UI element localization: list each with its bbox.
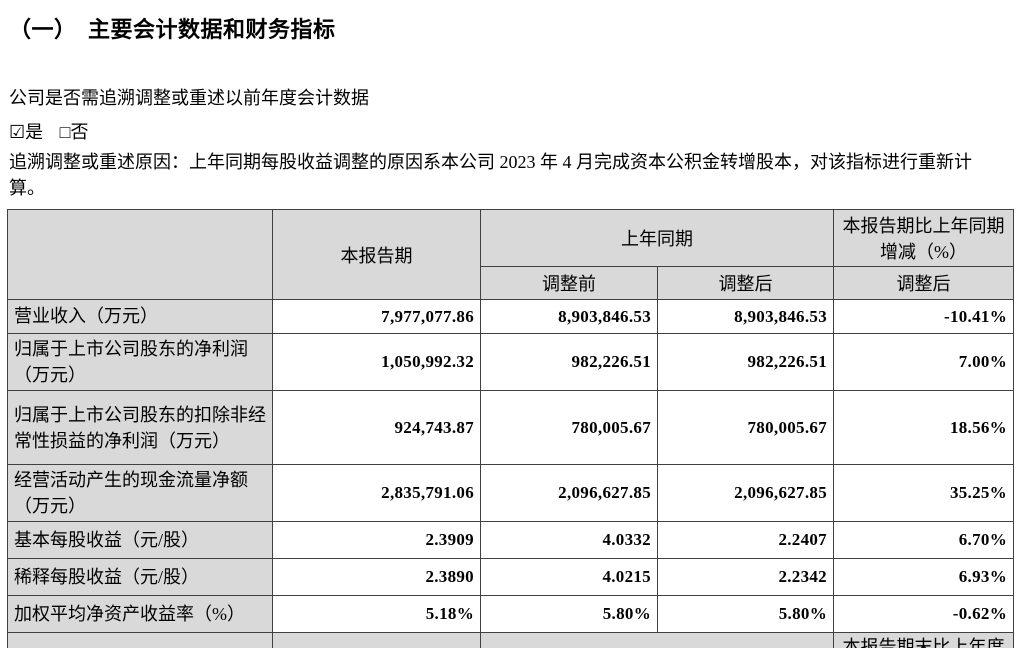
cell-prior-before: 982,226.51	[480, 332, 658, 392]
unchecked-checkbox-no-icon: □否	[59, 122, 89, 142]
row-label: 稀释每股收益（元/股）	[7, 558, 273, 597]
cell-prior-after: 2.2407	[657, 521, 834, 560]
row-label: 经营活动产生的现金流量净额（万元）	[7, 464, 273, 523]
table-row-net-profit: 归属于上市公司股东的净利润（万元） 1,050,992.32 982,226.5…	[7, 332, 1014, 392]
restate-reason: 追溯调整或重述原因：上年同期每股收益调整的原因系本公司 2023 年 4 月完成…	[9, 152, 972, 198]
subheader-change-after-adjustment: 调整后	[833, 266, 1014, 300]
header-period-change: 本报告期比上年同期增减（%）	[833, 209, 1014, 267]
cell-prior-after: 982,226.51	[657, 332, 834, 392]
cell-current-period: 2.3890	[272, 558, 481, 597]
cell-change: 6.93%	[833, 558, 1014, 597]
cell-current-period: 2,835,791.06	[272, 464, 481, 523]
cell-change: 7.00%	[833, 332, 1014, 392]
row-label: 归属于上市公司股东的净利润（万元）	[7, 332, 273, 392]
blank-corner-cell	[7, 209, 273, 300]
cell-prior-before: 4.0332	[480, 521, 658, 560]
cell-current-period: 924,743.87	[272, 390, 481, 466]
cell-prior-before: 2,096,627.85	[480, 464, 658, 523]
section-title: （一） 主要会计数据和财务指标	[9, 17, 336, 42]
cell-prior-after: 2,096,627.85	[657, 464, 834, 523]
restate-question: 公司是否需追溯调整或重述以前年度会计数据	[9, 88, 369, 108]
cell-prior-after: 8,903,846.53	[657, 299, 834, 334]
cell-change: 18.56%	[833, 390, 1014, 466]
subheader-before-adjustment: 调整前	[480, 266, 658, 300]
subheader-after-adjustment: 调整后	[657, 266, 834, 300]
footer-period-end-change: 本报告期末比上年度末增减（%）	[833, 632, 1014, 648]
row-label: 基本每股收益（元/股）	[7, 521, 273, 560]
cell-current-period: 1,050,992.32	[272, 332, 481, 392]
table-row-weighted-avg-roe: 加权平均净资产收益率（%） 5.18% 5.80% 5.80% -0.62%	[7, 595, 1014, 634]
cell-change: -10.41%	[833, 299, 1014, 334]
cell-change: 6.70%	[833, 521, 1014, 560]
row-label: 归属于上市公司股东的扣除非经常性损益的净利润（万元）	[7, 390, 273, 466]
checked-checkbox-yes-icon: ☑是	[9, 122, 44, 142]
footer-current-period-end: 本报告期末	[272, 632, 481, 648]
cell-prior-after: 5.80%	[657, 595, 834, 634]
cell-prior-after: 2.2342	[657, 558, 834, 597]
table-row-operating-revenue: 营业收入（万元） 7,977,077.86 8,903,846.53 8,903…	[7, 299, 1014, 334]
row-label: 加权平均净资产收益率（%）	[7, 595, 273, 634]
table-row-net-profit-excl-nonrecurring: 归属于上市公司股东的扣除非经常性损益的净利润（万元） 924,743.87 78…	[7, 390, 1014, 466]
table-footer-header-row: 本报告期末 上年度末 本报告期末比上年度末增减（%）	[7, 632, 1014, 648]
table-row-operating-cash-flow: 经营活动产生的现金流量净额（万元） 2,835,791.06 2,096,627…	[7, 464, 1014, 523]
table-row-diluted-eps: 稀释每股收益（元/股） 2.3890 4.0215 2.2342 6.93%	[7, 558, 1014, 597]
table-row-basic-eps: 基本每股收益（元/股） 2.3909 4.0332 2.2407 6.70%	[7, 521, 1014, 560]
cell-prior-before: 5.80%	[480, 595, 658, 634]
header-current-period: 本报告期	[272, 209, 481, 300]
cell-prior-before: 8,903,846.53	[480, 299, 658, 334]
footer-prior-year-end: 上年度末	[480, 632, 834, 648]
cell-change: 35.25%	[833, 464, 1014, 523]
financial-indicators-table: 本报告期 上年同期 本报告期比上年同期增减（%） 调整前 调整后 调整后 营业收…	[7, 209, 1014, 648]
restate-answer: ☑是 □否	[9, 118, 1013, 144]
cell-prior-before: 4.0215	[480, 558, 658, 597]
cell-current-period: 5.18%	[272, 595, 481, 634]
cell-change: -0.62%	[833, 595, 1014, 634]
cell-current-period: 7,977,077.86	[272, 299, 481, 334]
cell-prior-before: 780,005.67	[480, 390, 658, 466]
table-header-row-sub: 调整前 调整后 调整后	[8, 266, 1014, 300]
header-prior-period: 上年同期	[480, 209, 834, 267]
cell-current-period: 2.3909	[272, 521, 481, 560]
row-label: 营业收入（万元）	[7, 299, 273, 334]
cell-prior-after: 780,005.67	[657, 390, 834, 466]
blank-footer-corner-cell	[7, 632, 273, 648]
table-header-row-top: 本报告期 上年同期 本报告期比上年同期增减（%）	[7, 209, 1014, 300]
